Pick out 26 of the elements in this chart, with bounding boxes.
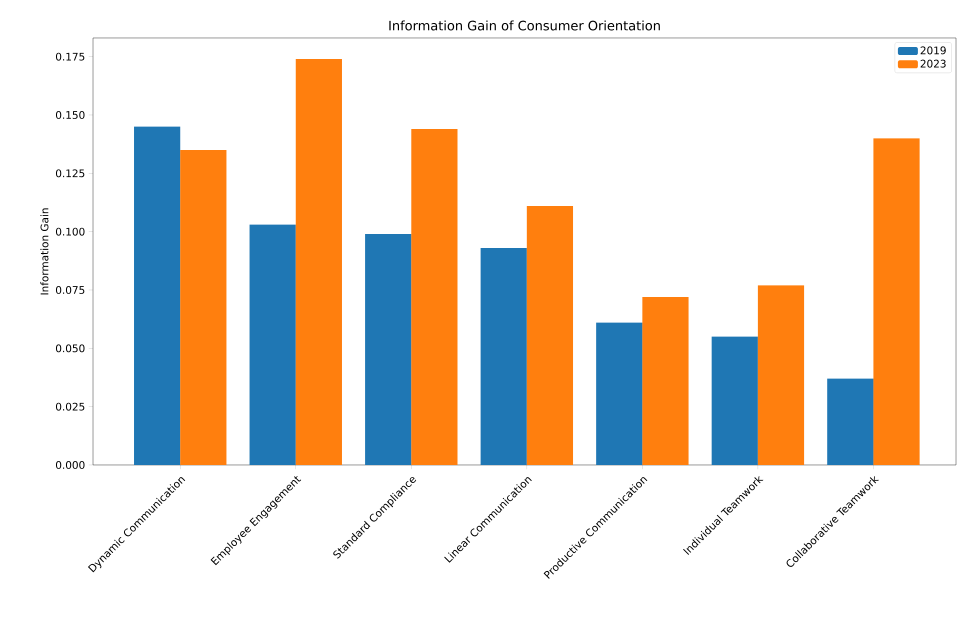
bar: [873, 138, 920, 465]
bar: [134, 126, 180, 465]
legend-label: 2019: [920, 46, 946, 54]
y-tick-label: 0.150: [56, 111, 85, 119]
y-tick-label: 0.075: [56, 286, 84, 294]
y-tick-label: 0.100: [56, 228, 85, 236]
legend-label: 2023: [920, 60, 946, 68]
y-tick-label: 0.175: [56, 52, 84, 61]
y-axis-title: Information Gain: [40, 208, 48, 294]
bar: [480, 248, 527, 465]
chart-title: Information Gain of Consumer Orientation: [389, 20, 660, 30]
bar: [250, 224, 296, 465]
bar: [296, 58, 342, 465]
bar: [758, 285, 804, 465]
bar: [365, 234, 412, 465]
bar: [180, 150, 226, 465]
bar: [596, 322, 642, 465]
bar: [526, 206, 574, 465]
y-tick-label: 0.050: [56, 344, 85, 352]
bar: [642, 296, 689, 465]
y-tick-label: 0.125: [56, 169, 84, 178]
bar: [411, 128, 458, 465]
bar: [712, 336, 758, 465]
y-tick-label: 0.025: [56, 402, 84, 411]
y-tick-label: 0.000: [56, 461, 85, 469]
bar: [827, 378, 874, 465]
